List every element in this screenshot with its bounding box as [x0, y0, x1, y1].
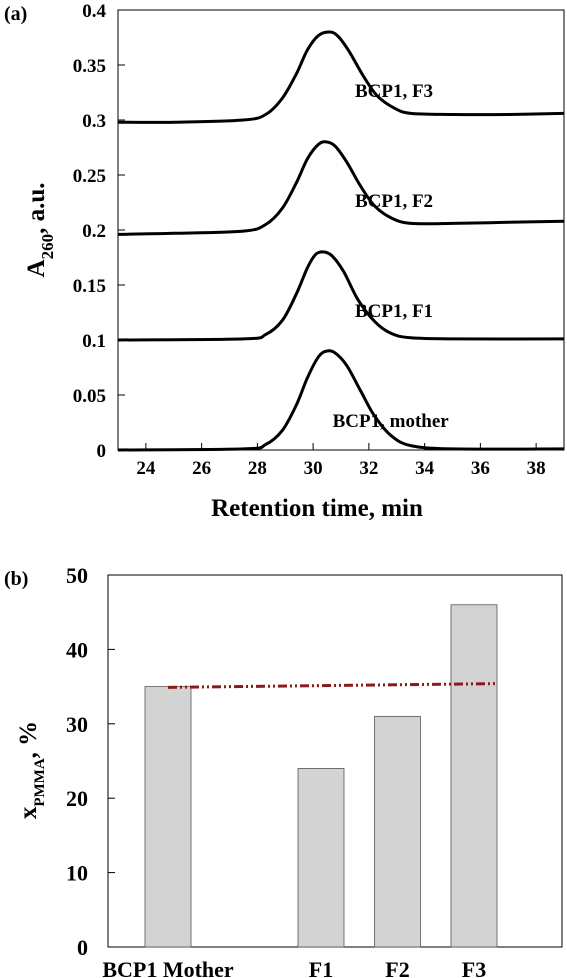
series-line	[117, 140, 565, 236]
bar	[374, 715, 421, 948]
panel-b: (b) 0 10 20 30 40 50 BCP1 Mother F1 F2 F3 xPMMA,…	[4, 563, 563, 978]
panel-b-y-axis-title-tail: , %	[15, 721, 42, 759]
panel-a-label: (a)	[4, 3, 27, 25]
x-tick-label: 28	[248, 458, 267, 479]
y-tick-label: 30	[66, 712, 88, 737]
panel-b-y-axis-title: xPMMA, %	[15, 721, 48, 819]
panel-b-y-axis-title-sub: PMMA	[32, 758, 48, 806]
panel-b-bars: BCP1 Mother F1 F2 F3	[102, 604, 498, 978]
reference-line	[167, 682, 497, 689]
panel-b-ticks: 0 10 20 30 40 50	[66, 563, 115, 960]
panel-a-x-axis-title: Retention time, min	[211, 495, 423, 522]
y-tick-label: 0.35	[73, 56, 106, 77]
x-category-label: BCP1 Mother	[102, 957, 234, 978]
panel-a-ticks: 24 26 28 30 32 34 36 38 0 0.05 0.1 0.15 0.2 0.25 0.3 0.…	[73, 1, 546, 479]
panel-a: (a) 24 26 28 30 32 34 36 38 0 0.05 0.1 0.15 0.2 0.25 0…	[4, 1, 565, 522]
panel-a-y-axis-title-sub: 260	[38, 234, 57, 260]
y-tick-label: 0.4	[82, 1, 106, 22]
y-tick-label: 0.25	[73, 166, 106, 187]
panel-a-series: BCP1, mother BCP1, F1 BCP1, F2 BCP1, F3	[117, 30, 565, 452]
bar	[144, 686, 192, 948]
y-tick-label: 0.15	[73, 276, 106, 297]
x-tick-label: 26	[192, 458, 211, 479]
series-line	[117, 349, 565, 452]
y-tick-label: 0	[77, 935, 88, 960]
x-tick-label: 38	[527, 458, 546, 479]
series-label: BCP1, F1	[355, 301, 433, 322]
y-tick-label: 50	[66, 563, 88, 588]
panel-b-y-axis-title-main: x	[15, 806, 42, 819]
x-tick-label: 34	[415, 458, 435, 479]
y-tick-label: 0.2	[82, 221, 106, 242]
panel-a-y-axis-title-main: A	[23, 259, 50, 277]
x-tick-label: 36	[471, 458, 490, 479]
x-category-label: F1	[309, 957, 333, 978]
x-tick-label: 30	[304, 458, 323, 479]
x-category-label: F2	[385, 957, 409, 978]
x-category-label: F3	[462, 957, 486, 978]
series-label: BCP1, F2	[355, 191, 433, 212]
y-tick-label: 0	[97, 441, 107, 462]
series-label: BCP1, mother	[333, 411, 450, 432]
panel-b-label: (b)	[4, 568, 28, 590]
y-tick-label: 10	[66, 861, 88, 886]
x-tick-label: 32	[359, 458, 378, 479]
y-tick-label: 0.3	[82, 111, 106, 132]
bar	[450, 604, 498, 948]
y-tick-label: 0.1	[82, 331, 106, 352]
panel-a-plot-frame	[117, 9, 565, 451]
y-tick-label: 40	[66, 637, 88, 662]
y-tick-label: 0.05	[73, 386, 106, 407]
panel-a-y-axis-title: A260, a.u.	[23, 183, 57, 278]
x-tick-label: 24	[136, 458, 156, 479]
bar	[297, 768, 345, 948]
panel-b-reference	[167, 682, 497, 689]
panel-a-y-axis-title-tail: , a.u.	[23, 183, 50, 234]
y-tick-label: 20	[66, 786, 88, 811]
series-label: BCP1, F3	[355, 81, 433, 102]
series-line	[117, 30, 565, 124]
series-line	[117, 250, 565, 342]
